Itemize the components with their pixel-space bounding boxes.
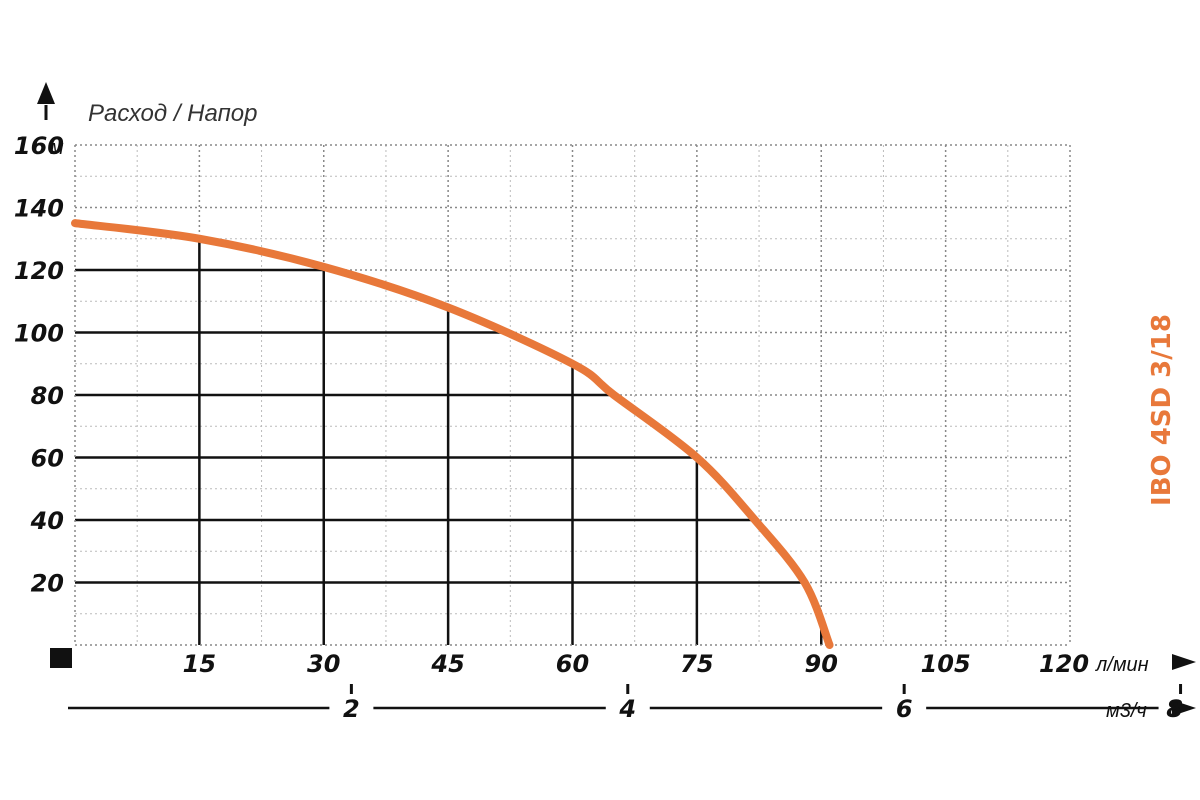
x-tick-label: 75 xyxy=(680,650,713,678)
y-tick-label: 160 xyxy=(14,132,64,160)
x-tick-label: 45 xyxy=(430,650,464,678)
series-line xyxy=(71,219,834,649)
x-tick-label: 105 xyxy=(921,650,971,678)
x-tick-label: 120 xyxy=(1039,650,1089,678)
axes xyxy=(37,82,1196,716)
x2-tick-label: 6 xyxy=(896,695,913,723)
x2-tick-label: 8 xyxy=(1166,695,1183,723)
x2-axis-arrow-head xyxy=(1172,700,1196,716)
x-tick-label: 30 xyxy=(307,650,340,678)
origin-marker xyxy=(50,648,72,668)
x-unit-label: л/мин xyxy=(1095,654,1149,676)
y-tick-label: 20 xyxy=(31,570,64,598)
y-tick-label: 120 xyxy=(14,257,64,285)
x-axis-arrow-head xyxy=(1172,654,1196,670)
model-label: IBO 4SD 3/18 xyxy=(1147,314,1177,506)
y-tick-label: 40 xyxy=(30,507,64,535)
y-axis-arrow-head xyxy=(37,82,55,104)
y-tick-label: 80 xyxy=(31,382,64,410)
x2-tick-label: 2 xyxy=(343,695,360,723)
tick-labels: 20 40 60 80 100 120 140 160 15 30 45 60 75 90 105 120 2 4… xyxy=(14,132,1183,723)
y-tick-label: 60 xyxy=(31,445,64,473)
grid xyxy=(75,144,1071,645)
series-curve xyxy=(71,219,834,649)
x2-tick-label: 4 xyxy=(618,695,636,723)
y-unit-label: м xyxy=(50,137,64,159)
x-tick-label: 15 xyxy=(183,650,216,678)
chart-title: Расход / Напор xyxy=(88,100,258,127)
x-tick-label: 90 xyxy=(805,650,838,678)
y-tick-label: 140 xyxy=(14,195,64,223)
y-tick-label: 100 xyxy=(14,320,64,348)
x-tick-label: 60 xyxy=(556,650,589,678)
x2-unit-label: м3/ч xyxy=(1106,700,1147,722)
